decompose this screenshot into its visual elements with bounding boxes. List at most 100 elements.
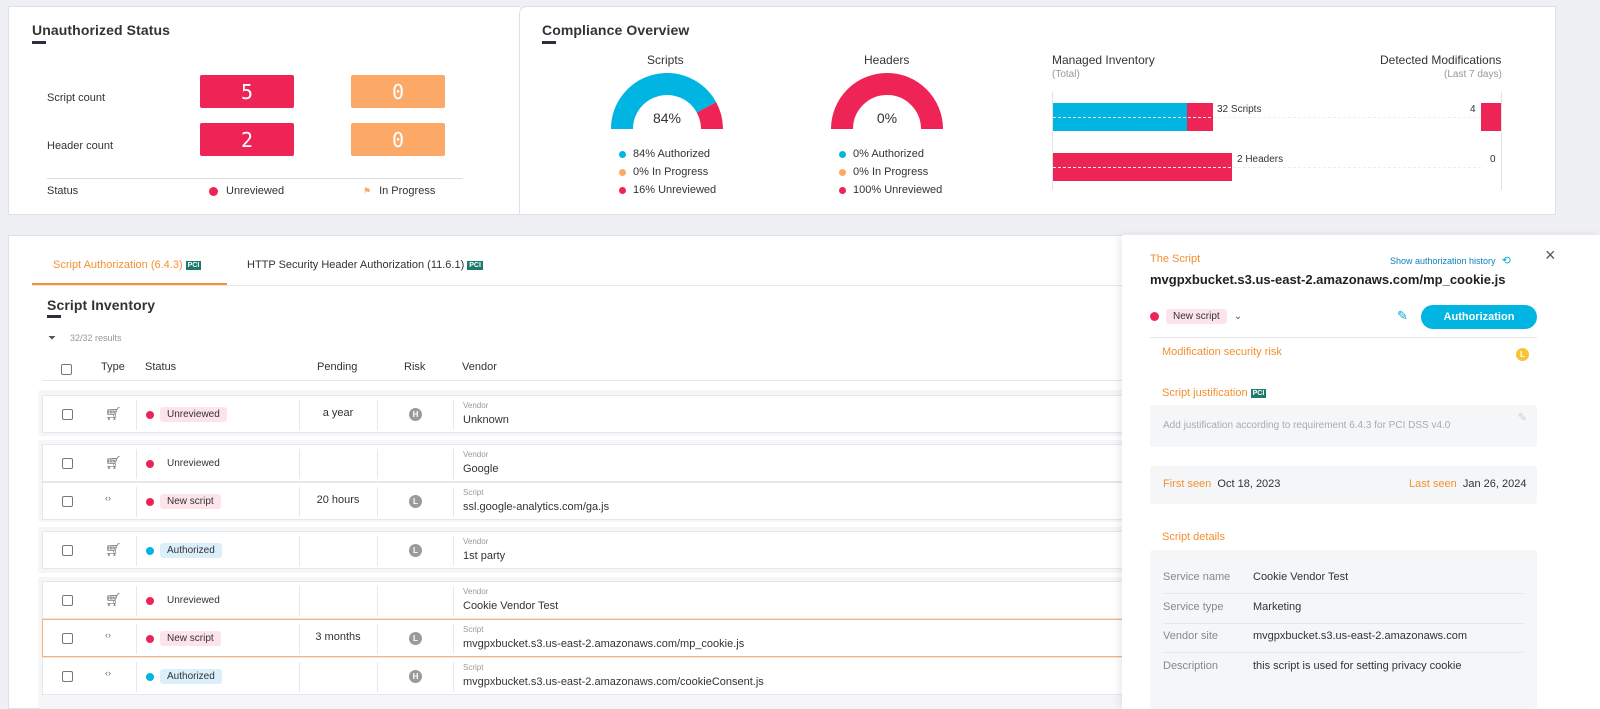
gridline [1053,117,1481,118]
detail-value: Cookie Vendor Test [1253,571,1349,583]
cart-icon: 🛒︎ [105,406,122,421]
filter-icon[interactable]: ⏷ [48,333,56,344]
divider [299,536,300,566]
table-row[interactable]: ‹› Authorized H Script mvgpxbucket.s3.us-eas… [42,657,1142,695]
divider [453,662,454,692]
row-pending: 3 months [315,631,361,643]
detail-divider [1163,623,1523,624]
row-name: Google [463,463,499,475]
row-sublabel: Vendor [463,537,489,546]
detail-value: mvgpxbucket.s3.us-east-2.amazonaws.com [1253,630,1467,642]
row-checkbox[interactable] [62,633,73,644]
divider [136,400,137,430]
orange-dot-icon [619,168,626,176]
row-checkbox[interactable] [62,458,73,469]
row-status: New script [146,494,221,509]
detail-divider [1163,652,1523,653]
divider [299,624,300,654]
unauthorized-status-card [8,6,520,215]
scripts-gauge-value: 84% [653,110,681,126]
pci-badge-icon: PCI [467,260,483,270]
divider [377,536,378,566]
tab-http-header-authorization[interactable]: HTTP Security Header Authorization (11.6… [247,259,483,271]
row-checkbox[interactable] [62,409,73,420]
red-dot-icon [839,186,846,194]
tab-script-authorization[interactable]: Script Authorization (6.4.3) PCI [32,259,227,285]
authorization-history-link[interactable]: Show authorization history ⟲ [1390,255,1511,267]
divider [377,449,378,479]
risk-badge-icon: L [409,495,422,508]
header-inprogress-count[interactable]: 0 [351,123,445,156]
headers-gauge-title: Headers [864,53,910,67]
detected-scripts-bar[interactable] [1481,103,1501,131]
table-row[interactable]: 🛒︎ Unreviewed Vendor Google [42,444,1142,482]
divider [299,586,300,616]
row-sublabel: Vendor [463,587,489,596]
row-sublabel: Script [463,488,484,497]
table-row[interactable]: 🛒︎ Unreviewed Vendor Cookie Vendor Test [42,581,1142,619]
table-row[interactable]: 🛒︎ Unreviewed a year H Vendor Unknown [42,395,1142,433]
col-vendor[interactable]: Vendor [462,361,497,373]
edit-pencil-icon[interactable]: ✎ [1517,412,1527,424]
status-dot-icon [146,596,154,605]
script-inprogress-count[interactable]: 0 [351,75,445,108]
status-dot-icon [146,497,154,506]
status-pill: Unreviewed [160,456,227,471]
divider [453,487,454,517]
row-checkbox[interactable] [62,595,73,606]
risk-badge-icon: L [409,632,422,645]
row-checkbox[interactable] [62,545,73,556]
scripts-unreviewed-arc [696,102,723,130]
panel-divider [1150,337,1537,338]
row-checkbox[interactable] [62,671,73,682]
col-risk[interactable]: Risk [404,361,426,373]
row-status: Authorized [146,543,222,558]
code-icon: ‹› [105,668,111,678]
status-pill: New script [160,494,221,509]
row-name: mvgpxbucket.s3.us-east-2.amazonaws.com/m… [463,638,745,650]
script-details-label: Script details [1162,531,1225,543]
orange-dot-icon [839,168,846,176]
authorization-button[interactable]: Authorization [1421,305,1537,329]
divider [377,487,378,517]
close-icon[interactable]: × [1545,245,1556,265]
header-count-label: Header count [47,140,114,152]
table-row[interactable]: 🛒︎ Authorized L Vendor 1st party [42,531,1142,569]
legend-in-progress: 0% In Progress [853,166,929,178]
col-pending[interactable]: Pending [317,361,358,373]
divider [299,449,300,479]
row-sublabel: Vendor [463,401,489,410]
divider [299,400,300,430]
header-divider [42,380,1142,381]
divider [136,624,137,654]
mod-risk-row [1150,338,1537,370]
headers-legend: 0% Authorized 0% In Progress 100% Unrevi… [839,145,942,199]
status-dot-icon [146,410,154,419]
script-unreviewed-count[interactable]: 5 [200,75,294,108]
divider [377,624,378,654]
status-dropdown[interactable]: New script ⌄ [1150,309,1242,324]
header-unreviewed-count[interactable]: 2 [200,123,294,156]
red-dot-icon [619,186,626,194]
justification-label: Script justification PCI [1162,387,1267,399]
justification-field[interactable]: Add justification according to requireme… [1150,405,1537,447]
detected-headers-count: 0 [1490,154,1496,165]
table-row[interactable]: ‹› New script 20 hours L Script ssl.google-an… [42,482,1142,520]
row-checkbox[interactable] [62,496,73,507]
col-status[interactable]: Status [145,361,177,373]
mod-risk-label: Modification security risk [1162,346,1282,358]
detail-divider [1163,593,1523,594]
pci-badge-icon: PCI [1250,388,1267,398]
title-underline [47,315,61,318]
edit-pencil-icon[interactable]: ✎ [1397,308,1408,323]
detail-key: Description [1163,660,1219,672]
col-type[interactable]: Type [101,361,125,373]
select-all-checkbox[interactable] [61,364,72,375]
unauthorized-status-title: Unauthorized Status [32,22,171,38]
divider [136,586,137,616]
row-name: mvgpxbucket.s3.us-east-2.amazonaws.com/c… [463,676,764,688]
divider [299,662,300,692]
table-row[interactable]: ‹› New script 3 months L Script mvgpxbucket.s… [42,619,1142,657]
status-pill: Authorized [160,669,222,684]
row-name: ssl.google-analytics.com/ga.js [463,501,610,513]
